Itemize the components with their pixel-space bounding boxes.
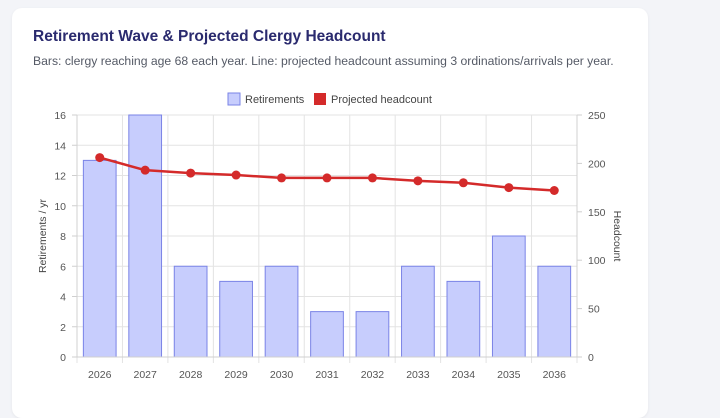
line-point (322, 173, 332, 183)
y2-axis-title: Headcount (611, 211, 623, 262)
bar (401, 265, 435, 358)
y-tick-label: 2 (60, 322, 66, 334)
y-tick-label: 6 (60, 261, 66, 273)
x-tick-label: 2036 (543, 369, 567, 381)
bar (219, 280, 253, 358)
x-tick-label: 2033 (406, 369, 430, 381)
legend-swatch-headcount (314, 93, 326, 105)
y-tick-label: 10 (54, 201, 66, 213)
bar (491, 235, 526, 358)
axes: 0 2 4 6 8 10 12 14 16 0 50 100 150 200 250 2026 2027 2028… (54, 110, 605, 381)
y2-tick-label: 200 (588, 158, 606, 170)
x-tick-label: 2032 (361, 369, 385, 381)
x-tick-label: 2034 (452, 369, 476, 381)
bar (264, 265, 299, 358)
y2-tick-label: 100 (588, 255, 606, 267)
legend-label-headcount: Projected headcount (331, 94, 432, 106)
y2-tick-label: 0 (588, 352, 594, 364)
bar-series (82, 114, 572, 358)
line-series (95, 153, 559, 196)
legend-item-retirements[interactable]: Retirements (227, 92, 305, 106)
chart-subtitle: Bars: clergy reaching age 68 each year. … (33, 54, 614, 68)
y-tick-label: 16 (54, 110, 66, 122)
y-tick-label: 4 (60, 292, 66, 304)
x-tick-label: 2028 (179, 369, 203, 381)
y2-tick-label: 50 (588, 304, 600, 316)
bar (446, 280, 481, 358)
x-tick-label: 2035 (497, 369, 521, 381)
legend-swatch-retirements (227, 92, 241, 106)
line-point (549, 186, 559, 196)
x-tick-label: 2029 (224, 369, 248, 381)
legend[interactable]: Retirements Projected headcount (227, 92, 432, 106)
y-tick-label: 12 (54, 171, 66, 183)
line-point (186, 168, 196, 178)
bar (537, 265, 572, 358)
page-title: Retirement Wave & Projected Clergy Headc… (33, 28, 386, 45)
bar (82, 159, 117, 358)
bar (128, 114, 163, 358)
y-tick-label: 0 (60, 352, 66, 364)
y-tick-label: 14 (54, 140, 66, 152)
line-point (140, 165, 150, 175)
x-tick-label: 2026 (88, 369, 112, 381)
y-axis-title: Retirements / yr (37, 198, 49, 273)
y-tick-label: 8 (60, 231, 66, 243)
x-tick-label: 2027 (134, 369, 158, 381)
bar (355, 311, 390, 358)
y2-tick-label: 150 (588, 207, 606, 219)
line-point (413, 176, 423, 186)
x-tick-label: 2030 (270, 369, 294, 381)
line-point (367, 173, 377, 183)
x-tick-label: 2031 (315, 369, 339, 381)
legend-label-retirements: Retirements (245, 94, 305, 106)
line-point (231, 170, 241, 180)
bar (310, 311, 344, 358)
line-point (458, 178, 468, 188)
line-point (277, 173, 287, 183)
legend-item-headcount[interactable]: Projected headcount (314, 93, 432, 106)
line-point (504, 183, 514, 193)
line-point (95, 153, 105, 163)
combo-chart: 0 2 4 6 8 10 12 14 16 0 50 100 150 200 250 2026 2027 2028… (37, 92, 623, 381)
bar (173, 265, 208, 358)
y2-tick-label: 250 (588, 110, 606, 122)
